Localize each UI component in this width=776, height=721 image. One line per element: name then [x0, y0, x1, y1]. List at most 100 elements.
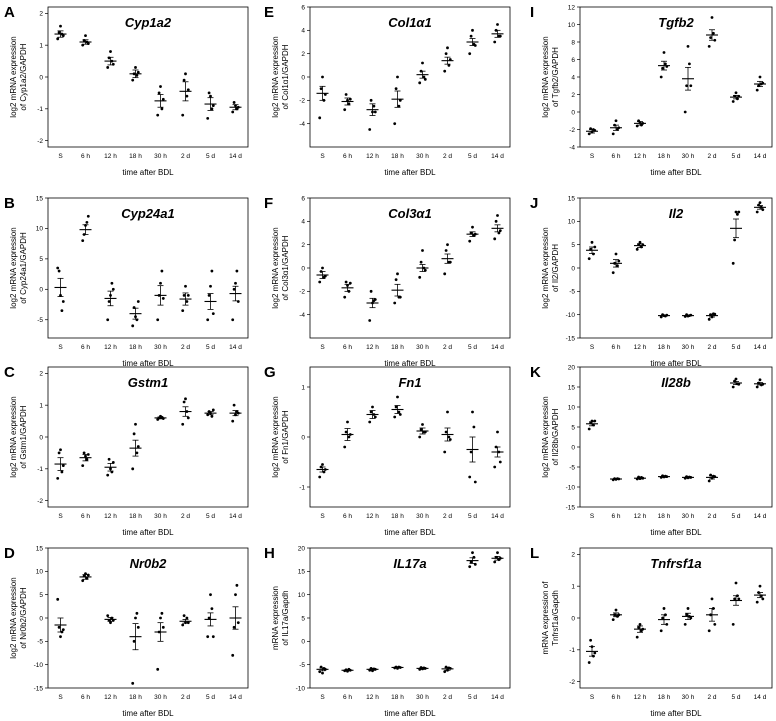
data-point-A	[61, 34, 65, 38]
data-point-A	[156, 113, 160, 117]
y-tick-label-F: 2	[301, 242, 305, 249]
x-tick-label-E: 2 d	[443, 153, 452, 160]
data-point-G	[473, 480, 477, 484]
data-point-E	[444, 52, 448, 56]
x-tick-label-I: 14 d	[754, 153, 767, 160]
data-point-D	[236, 621, 240, 625]
y-tick-label-I: -4	[569, 144, 575, 151]
data-point-D	[59, 635, 62, 639]
y-tick-label-D: 5	[39, 592, 43, 599]
x-tick-label-G: 12 h	[366, 513, 379, 520]
data-point-I	[707, 44, 711, 48]
y-tick-label-J: 10	[568, 219, 576, 226]
y-tick-label-E: 0	[301, 74, 305, 81]
y-tick-label-L: -2	[569, 679, 575, 686]
data-point-K	[755, 385, 759, 389]
data-point-A	[106, 66, 110, 69]
data-point-G	[346, 420, 349, 424]
data-point-A	[84, 34, 87, 38]
y-tick-label-A: 2	[39, 11, 43, 18]
data-point-E	[368, 128, 372, 131]
data-point-B	[160, 269, 164, 273]
data-point-G	[468, 475, 472, 479]
x-axis-label-F: time after BDL	[384, 359, 436, 368]
y-axis-label-C: of Gstm1/GAPDH	[19, 405, 28, 468]
x-axis-label-D: time after BDL	[122, 709, 174, 716]
x-tick-label-C: 14 d	[229, 513, 242, 520]
data-point-L	[589, 638, 592, 642]
y-axis-label-J: log2 mRNA expression	[541, 227, 550, 308]
y-tick-label-K: 10	[568, 404, 576, 411]
x-tick-label-B: 14 d	[229, 344, 242, 351]
data-point-I	[731, 100, 735, 103]
data-point-B	[131, 324, 135, 328]
data-point-B	[182, 293, 186, 297]
data-point-C	[132, 432, 136, 436]
x-tick-label-H: 30 h	[416, 694, 429, 701]
panel-letter-A: A	[4, 4, 15, 21]
data-point-E	[397, 104, 401, 108]
data-point-G	[444, 430, 448, 434]
data-point-D	[131, 681, 135, 685]
y-tick-label-K: 5	[571, 424, 575, 431]
x-tick-label-I: 2 d	[707, 153, 716, 160]
data-point-D	[56, 597, 60, 601]
data-point-K	[707, 479, 711, 483]
x-tick-label-G: 14 d	[491, 513, 504, 520]
data-point-D	[161, 625, 165, 629]
y-axis-label-E: log2 mRNA expression	[271, 36, 280, 117]
data-point-F	[321, 266, 324, 270]
data-point-F	[368, 319, 372, 322]
x-tick-label-H: 14 d	[491, 694, 504, 701]
gene-title-K: Il28b	[661, 375, 691, 390]
data-point-L	[689, 616, 693, 620]
data-point-D	[209, 593, 212, 597]
data-point-A	[157, 91, 161, 95]
data-point-C	[56, 476, 60, 480]
data-point-B	[184, 284, 187, 288]
data-point-L	[761, 597, 765, 601]
data-point-A	[209, 94, 212, 98]
data-point-B	[107, 300, 111, 303]
data-point-L	[685, 613, 688, 617]
data-point-J	[587, 257, 591, 261]
y-tick-label-E: 2	[301, 51, 305, 58]
x-tick-label-I: 6 h	[611, 153, 620, 160]
data-point-I	[734, 91, 738, 95]
x-tick-label-E: 12 h	[366, 153, 379, 160]
data-point-J	[733, 238, 736, 242]
data-point-B	[211, 312, 215, 316]
x-tick-label-F: 5 d	[468, 344, 477, 351]
data-point-D	[234, 593, 237, 597]
x-tick-label-I: 5 d	[731, 153, 740, 160]
data-point-J	[737, 210, 741, 214]
panel-letter-G: G	[264, 364, 276, 381]
y-tick-label-E: -2	[299, 98, 305, 105]
data-point-B	[57, 269, 61, 273]
data-point-D	[132, 639, 136, 643]
data-point-K	[758, 378, 762, 382]
data-point-B	[209, 284, 212, 288]
data-point-G	[396, 395, 399, 399]
data-point-B	[186, 293, 190, 297]
x-tick-label-J: 14 d	[754, 344, 767, 351]
data-point-B	[85, 220, 89, 224]
data-point-G	[368, 420, 372, 424]
x-tick-label-F: 2 d	[443, 344, 452, 351]
data-point-L	[707, 629, 711, 633]
data-point-E	[373, 110, 377, 114]
data-point-F	[421, 249, 424, 252]
y-axis-label-G: of Fn1/GAPDH	[281, 410, 290, 464]
data-point-L	[737, 597, 741, 601]
data-point-J	[611, 271, 615, 275]
x-tick-label-D: 5 d	[206, 694, 215, 701]
data-point-C	[184, 397, 187, 401]
y-tick-label-K: 15	[568, 384, 576, 391]
data-point-B	[81, 239, 85, 243]
data-point-B	[111, 287, 115, 291]
data-point-A	[160, 107, 164, 111]
x-tick-label-H: 12 h	[366, 694, 379, 701]
data-point-D	[57, 625, 61, 629]
data-point-A	[206, 116, 210, 120]
data-point-H	[444, 665, 448, 669]
